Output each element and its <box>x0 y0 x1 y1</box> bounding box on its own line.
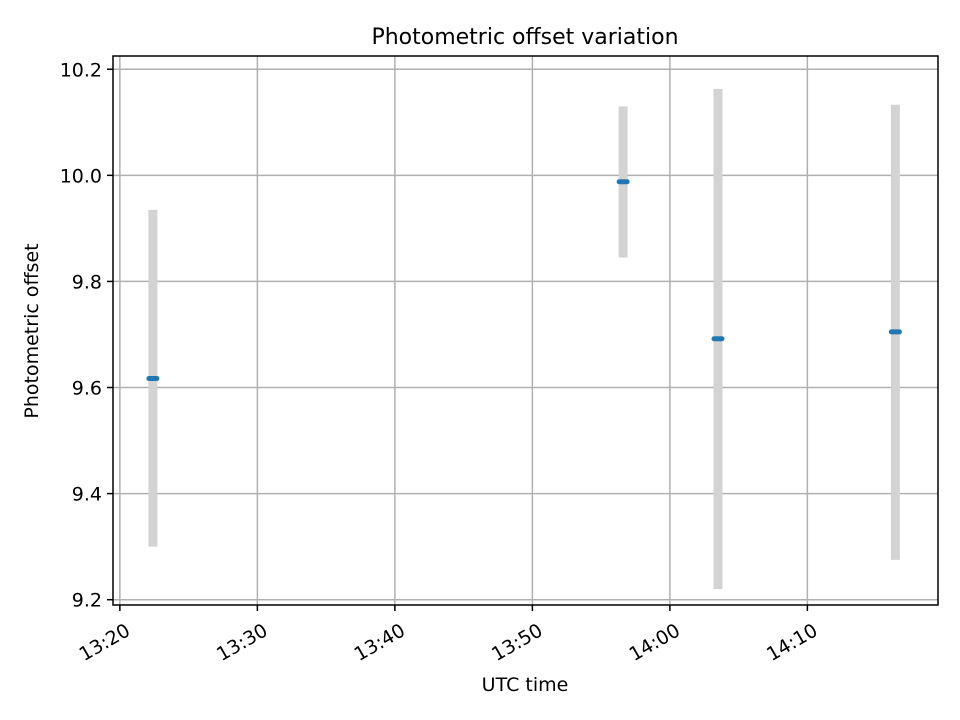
data-points <box>146 179 902 382</box>
y-axis-label: Photometric offset <box>21 243 43 418</box>
x-axis-label: UTC time <box>482 674 569 696</box>
y-axis-ticks: 9.2 9.4 9.6 9.8 10.0 10.2 <box>60 59 113 612</box>
y-tick-label: 10.0 <box>60 165 102 187</box>
y-tick-label: 9.8 <box>72 271 102 293</box>
y-tick-label: 10.2 <box>60 59 102 81</box>
chart-title: Photometric offset variation <box>371 25 678 50</box>
y-tick-label: 9.4 <box>72 484 102 506</box>
grid <box>113 56 938 605</box>
y-tick-label: 9.2 <box>72 590 102 612</box>
plot-frame <box>112 55 939 606</box>
y-tick-label: 9.6 <box>72 378 102 400</box>
